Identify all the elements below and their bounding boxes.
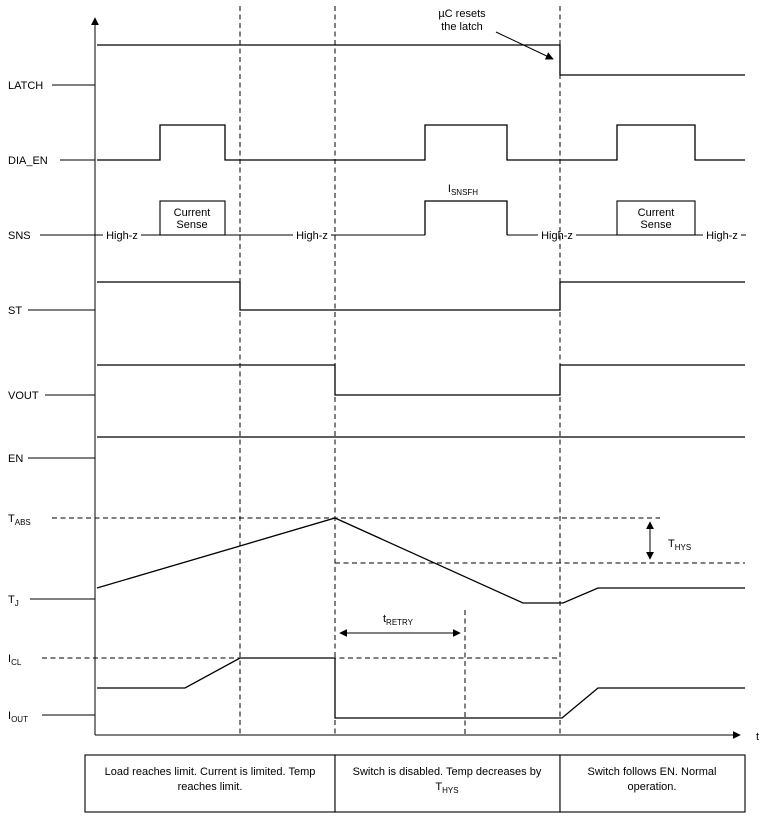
signal-label-st: ST bbox=[8, 305, 22, 317]
sns-highz-4: High-z bbox=[706, 230, 738, 242]
uc-reset-annotation-line1: µC resets bbox=[438, 8, 486, 20]
signal-label-tabs: TABS bbox=[8, 513, 31, 527]
signal-label-sns: SNS bbox=[8, 230, 31, 242]
st-wave bbox=[97, 281, 745, 311]
vout-wave bbox=[97, 364, 745, 396]
signal-label-icl: ICL bbox=[8, 653, 22, 667]
iout-wave bbox=[97, 657, 745, 719]
current-sense-box-2-line1: Current bbox=[638, 207, 675, 219]
isnsfh-pulse bbox=[424, 200, 508, 235]
signal-label-dia-en: DIA_EN bbox=[8, 155, 48, 167]
dia-en-wave bbox=[97, 124, 745, 161]
phase-box-2-line1: Switch is disabled. Temp decreases by bbox=[353, 766, 542, 778]
phase-box-2 bbox=[334, 754, 561, 813]
current-sense-box-1-line1: Current bbox=[174, 207, 211, 219]
isnsfh-label: ISNSFH bbox=[448, 183, 478, 197]
tj-curve bbox=[96, 517, 745, 604]
current-sense-box-1 bbox=[159, 200, 226, 236]
sns-highz-1: High-z bbox=[106, 230, 138, 242]
signal-label-tj: TJ bbox=[8, 594, 19, 608]
tretry-label: tRETRY bbox=[383, 613, 414, 627]
phase-box-3-line2: operation. bbox=[628, 781, 677, 793]
t-axis-label: t bbox=[756, 731, 759, 743]
phase-box-1-line1: Load reaches limit. Current is limited. … bbox=[105, 766, 316, 778]
phase-box-3 bbox=[559, 754, 746, 813]
phase-box-2-line2: THYS bbox=[435, 781, 458, 795]
sns-highz-3: High-z bbox=[541, 230, 573, 242]
signal-label-vout: VOUT bbox=[8, 390, 39, 402]
sns-highz-2: High-z bbox=[296, 230, 328, 242]
signal-label-iout: IOUT bbox=[8, 710, 28, 724]
latch-wave bbox=[97, 44, 745, 76]
current-sense-box-2-line2: Sense bbox=[640, 219, 671, 231]
current-sense-box-2 bbox=[616, 200, 696, 236]
uc-reset-annotation-line2: the latch bbox=[441, 21, 483, 33]
signal-label-latch: LATCH bbox=[8, 80, 43, 92]
signal-label-en: EN bbox=[8, 453, 23, 465]
current-sense-box-1-line2: Sense bbox=[176, 219, 207, 231]
thys-label: THYS bbox=[668, 538, 691, 552]
phase-box-1-line2: reaches limit. bbox=[178, 781, 243, 793]
phase-box-3-line1: Switch follows EN. Normal bbox=[588, 766, 717, 778]
